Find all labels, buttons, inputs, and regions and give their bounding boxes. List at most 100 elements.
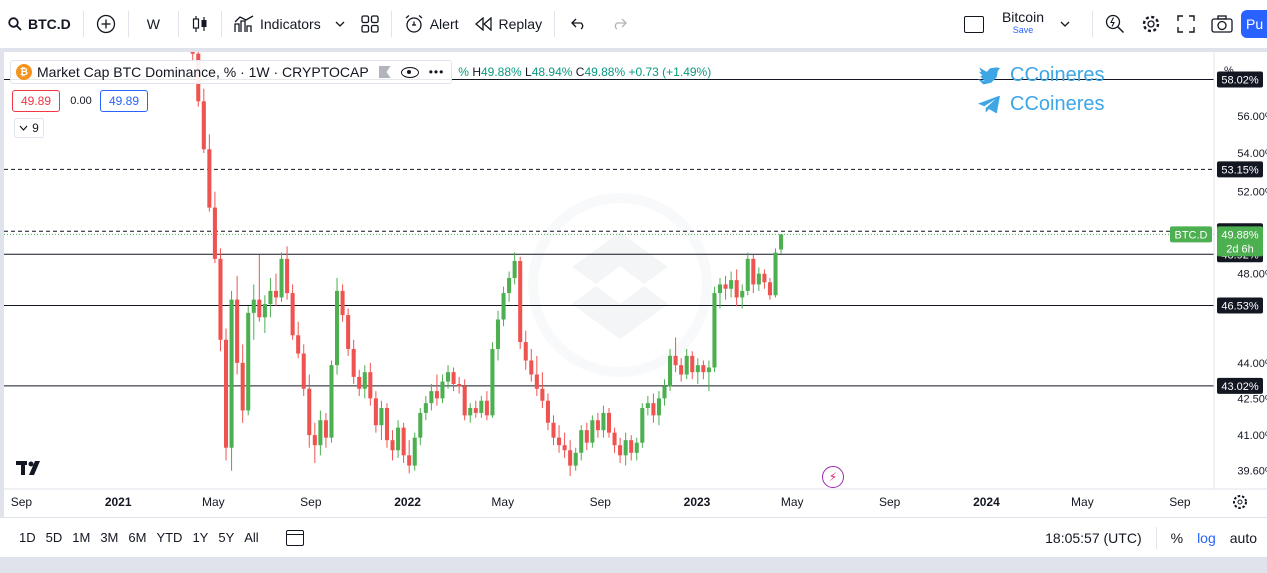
candle-body	[262, 304, 267, 318]
candle-body	[407, 455, 412, 466]
chart-type-button[interactable]	[183, 4, 217, 44]
candle	[534, 355, 539, 396]
interval-button[interactable]: W	[133, 4, 174, 44]
range-ytd[interactable]: YTD	[156, 530, 183, 545]
chevron-down-icon	[19, 125, 28, 131]
range-3m[interactable]: 3M	[100, 530, 119, 545]
candle-body	[434, 391, 439, 399]
candle-body	[601, 412, 606, 431]
alert-button[interactable]: Alert	[396, 4, 467, 44]
layout-select-icon[interactable]	[963, 15, 984, 33]
range-1d[interactable]: 1D	[19, 530, 36, 545]
range-5y[interactable]: 5Y	[218, 530, 235, 545]
indicators-button[interactable]: Indicators	[226, 4, 353, 44]
candle	[512, 252, 517, 285]
more-icon[interactable]: •••	[428, 65, 445, 79]
candle-body	[701, 365, 706, 373]
lightning-icon[interactable]: ⚡	[822, 466, 844, 488]
countdown-label: 2d 6h	[1226, 243, 1254, 255]
candle	[407, 440, 412, 474]
legend-title: Market Cap BTC Dominance, % · 1W · CRYPT…	[37, 64, 369, 80]
range-all[interactable]: All	[244, 530, 259, 545]
templates-button[interactable]	[353, 4, 387, 44]
candle-body	[301, 353, 306, 389]
time-tick-label: 2022	[394, 495, 421, 509]
candle-body	[773, 252, 778, 296]
candle	[679, 358, 684, 382]
candle	[579, 425, 584, 461]
change-value: +0.73 (+1.49%)	[628, 65, 712, 79]
candle	[434, 374, 439, 406]
undo-button[interactable]	[559, 4, 599, 44]
candle	[562, 432, 567, 458]
candle	[368, 362, 373, 406]
candle-body	[318, 420, 323, 446]
candle-body	[357, 376, 362, 389]
candle	[590, 415, 595, 448]
price-chart[interactable]: % 56.00% 54.00% 52.00% 48.00% 44.00% 42.50% 41.…	[4, 52, 1267, 517]
candle	[451, 367, 456, 392]
candle	[612, 427, 617, 453]
indicators-collapse-button[interactable]: 9	[14, 118, 44, 138]
layout-name-button[interactable]: Bitcoin Save	[1002, 10, 1044, 37]
candle	[218, 248, 223, 352]
symbol-search[interactable]: BTC.D	[0, 4, 79, 44]
snapshot-button[interactable]	[1203, 4, 1241, 44]
candle-body	[290, 293, 295, 336]
candle	[584, 422, 589, 451]
price-tick-label: 42.50%	[1237, 393, 1267, 405]
price-tick-label: 39.60%	[1237, 466, 1267, 478]
axis-settings-icon[interactable]	[1233, 495, 1247, 509]
flag-icon[interactable]	[378, 66, 391, 78]
current-price-tag: BTC.D 49.88% 2d 6h	[1170, 226, 1263, 257]
top-toolbar: BTC.D W Indicators Alert Replay Bitcoin	[0, 0, 1267, 52]
compare-button[interactable]	[88, 4, 124, 44]
legend-title-box[interactable]: ₿ Market Cap BTC Dominance, % · 1W · CRY…	[10, 60, 453, 84]
candle	[240, 344, 245, 423]
quick-search-button[interactable]	[1097, 4, 1133, 44]
clock[interactable]: 18:05:57 (UTC)	[1045, 530, 1142, 546]
candle-body	[462, 386, 467, 416]
log-toggle[interactable]: log	[1197, 530, 1216, 546]
range-6m[interactable]: 6M	[128, 530, 147, 545]
candle-body	[590, 420, 595, 443]
candle	[423, 395, 428, 421]
candle-body	[379, 408, 384, 426]
chevron-down-icon[interactable]	[1060, 21, 1070, 27]
price-axis[interactable]: % 56.00% 54.00% 52.00% 48.00% 44.00% 42.50% 41.…	[1170, 52, 1267, 489]
candle	[729, 271, 734, 298]
range-1m[interactable]: 1M	[72, 530, 91, 545]
sell-button[interactable]: 49.89	[12, 90, 60, 112]
auto-toggle[interactable]: auto	[1229, 530, 1257, 546]
fullscreen-button[interactable]	[1169, 4, 1203, 44]
eye-icon[interactable]	[400, 66, 419, 78]
candle	[373, 391, 378, 433]
candle-body	[418, 412, 423, 438]
candle-body	[390, 440, 395, 451]
range-1y[interactable]: 1Y	[192, 530, 209, 545]
settings-button[interactable]	[1133, 4, 1169, 44]
candle	[290, 284, 295, 340]
percent-toggle[interactable]: %	[1170, 530, 1184, 546]
candle-body	[457, 383, 462, 387]
toolbar-right: Bitcoin Save Pu	[963, 0, 1267, 48]
tradingview-logo[interactable]	[16, 460, 48, 481]
bottom-right: 18:05:57 (UTC) % log auto	[1045, 518, 1257, 558]
calendar-icon[interactable]	[285, 529, 304, 546]
publish-button[interactable]: Pu	[1241, 10, 1267, 38]
redo-button[interactable]	[599, 4, 639, 44]
price-level-tag-bg	[1217, 377, 1263, 394]
price-level-tag-bg	[1217, 161, 1263, 178]
social-telegram: CCoineres	[978, 93, 1104, 116]
time-axis[interactable]: Sep 2021 May Sep 2022 May Sep 2023 May Sep 2024 May…	[4, 488, 1267, 509]
range-5d[interactable]: 5D	[45, 530, 63, 545]
candle	[246, 306, 251, 416]
buy-button[interactable]: 49.89	[100, 90, 148, 112]
candle-body	[779, 234, 784, 250]
candle	[518, 256, 523, 349]
chart-pane[interactable]: % 56.00% 54.00% 52.00% 48.00% 44.00% 42.50% 41.…	[0, 52, 1267, 517]
replay-button[interactable]: Replay	[467, 4, 551, 44]
price-level-tag: 53.15%	[1217, 161, 1263, 178]
spread-value: 0.00	[70, 95, 92, 107]
candle	[251, 284, 256, 340]
